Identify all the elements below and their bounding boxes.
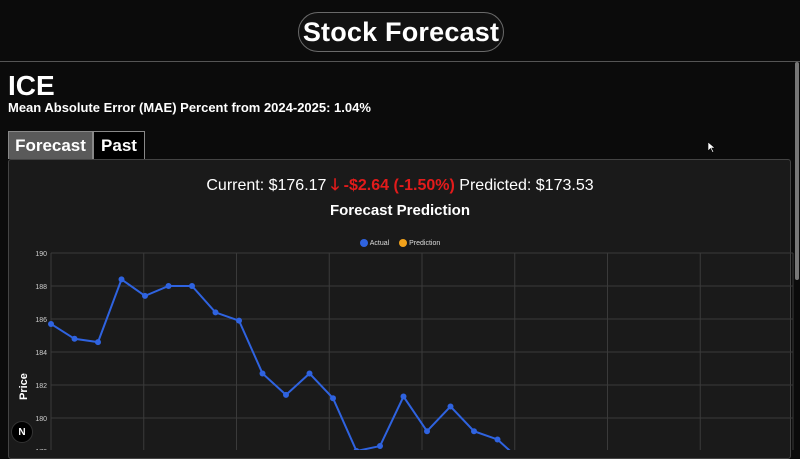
data-point[interactable] bbox=[424, 428, 430, 435]
data-point[interactable] bbox=[283, 391, 289, 398]
y-tick-label: 190 bbox=[35, 251, 47, 258]
legend-item-actual[interactable]: Actual bbox=[359, 239, 390, 247]
data-point[interactable] bbox=[71, 335, 78, 342]
page-scrollbar[interactable] bbox=[795, 62, 799, 280]
framework-badge-icon[interactable]: N bbox=[11, 421, 33, 443]
arrow-down-icon: 🡓 bbox=[330, 177, 340, 194]
y-tick-label: 182 bbox=[35, 383, 47, 390]
chart-legend: Actual Prediction bbox=[0, 239, 800, 247]
series-line-actual bbox=[50, 277, 511, 450]
data-point[interactable] bbox=[494, 436, 501, 443]
data-point[interactable] bbox=[165, 283, 172, 289]
data-point[interactable] bbox=[306, 370, 313, 377]
data-point[interactable] bbox=[189, 283, 195, 289]
legend-swatch-actual bbox=[359, 239, 368, 247]
data-point[interactable] bbox=[142, 292, 148, 299]
data-point[interactable] bbox=[447, 403, 454, 410]
legend-label-prediction: Prediction bbox=[409, 239, 441, 247]
y-tick-label: 186 bbox=[35, 317, 47, 324]
price-summary: Current: $176.17 🡓 -$2.64 (-1.50%) Predi… bbox=[0, 174, 800, 201]
y-axis-label: Price bbox=[18, 373, 30, 400]
data-point[interactable] bbox=[377, 443, 383, 450]
stock-ticker: ICE bbox=[8, 70, 55, 101]
tab-forecast[interactable]: Forecast bbox=[8, 131, 93, 159]
data-point[interactable] bbox=[48, 320, 54, 327]
data-point[interactable] bbox=[330, 395, 336, 402]
forecast-panel bbox=[8, 159, 791, 459]
app-header: Stock Forecast bbox=[0, 0, 800, 62]
data-point[interactable] bbox=[259, 370, 266, 377]
mouse-cursor-icon bbox=[708, 142, 716, 153]
data-point[interactable] bbox=[400, 393, 407, 400]
mae-text: Mean Absolute Error (MAE) Percent from 2… bbox=[8, 100, 371, 115]
y-tick-label: 188 bbox=[35, 284, 47, 291]
predicted-price: Predicted: $173.53 bbox=[459, 177, 594, 194]
tab-past[interactable]: Past bbox=[93, 131, 145, 159]
page-title: Stock Forecast bbox=[298, 12, 504, 52]
data-point[interactable] bbox=[236, 317, 242, 324]
legend-item-prediction[interactable]: Prediction bbox=[399, 239, 440, 247]
chart-title: Forecast Prediction bbox=[329, 202, 471, 219]
data-point[interactable] bbox=[118, 276, 125, 283]
current-price: Current: $176.17 bbox=[206, 177, 327, 194]
legend-swatch-prediction bbox=[399, 239, 408, 247]
y-tick-label: 184 bbox=[35, 350, 47, 357]
data-point[interactable] bbox=[95, 339, 101, 346]
y-tick-label: 180 bbox=[35, 416, 47, 423]
legend-label-actual: Actual bbox=[369, 239, 390, 247]
price-change: -$2.64 (-1.50%) bbox=[343, 177, 455, 194]
data-point[interactable] bbox=[212, 309, 219, 316]
data-point[interactable] bbox=[471, 428, 477, 435]
